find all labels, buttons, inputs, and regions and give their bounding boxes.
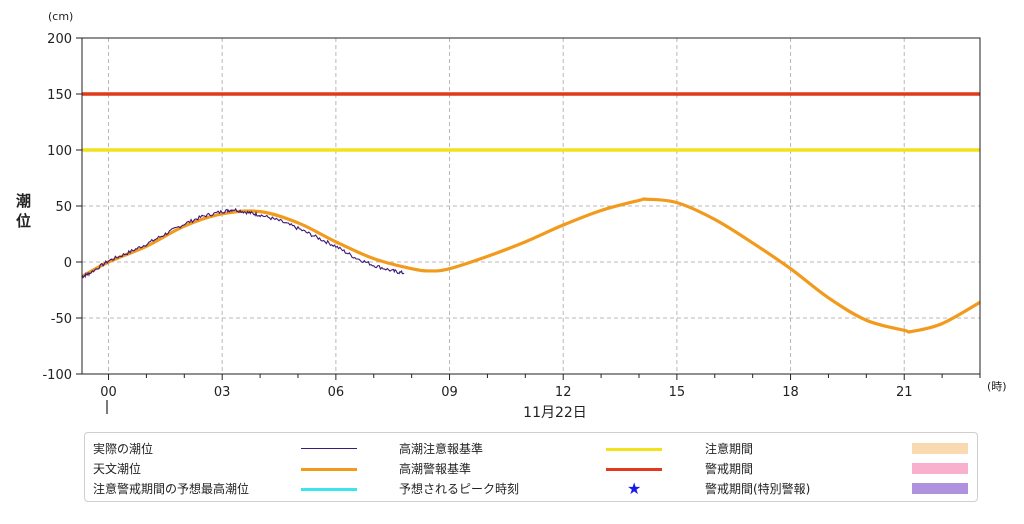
series-observed-tide (81, 207, 405, 279)
y-tick-label: 200 (47, 32, 72, 47)
legend-label: 注意警戒期間の予想最高潮位 (93, 482, 250, 496)
grid-lines (82, 38, 980, 374)
axis-ticks: -100 -50 0 50 100 150 200 00 03 06 09 12 15 18 21 (42, 32, 981, 400)
x-tick-label: 12 (555, 385, 572, 400)
y-tick-label: 0 (64, 256, 72, 271)
legend-label: 高潮警報基準 (399, 462, 472, 476)
y-tick-label: -50 (51, 312, 72, 327)
plot-frame (81, 37, 981, 375)
legend-label: 警戒期間(特別警報) (705, 482, 811, 496)
legend-box-swatch (912, 443, 968, 454)
legend-label: 実際の潮位 (93, 442, 154, 456)
legend-line-swatch (301, 448, 357, 449)
legend-label: 高潮注意報基準 (399, 442, 484, 456)
legend-line-swatch (606, 448, 662, 451)
legend-line-swatch (606, 468, 662, 471)
y-axis-label-2: 位 (16, 212, 31, 230)
y-axis-label-1: 潮 (16, 192, 31, 210)
y-tick-label: 50 (55, 200, 72, 215)
x-tick-label: 15 (669, 385, 686, 400)
y-unit-label: (cm) (48, 10, 73, 23)
y-tick-label: 150 (47, 88, 72, 103)
legend-box-swatch (912, 483, 968, 494)
star-icon: ★ (627, 479, 642, 498)
x-tick-label: 00 (100, 385, 117, 400)
legend-line-swatch (301, 468, 357, 471)
series-group (81, 92, 981, 334)
date-label: 11月22日 (523, 405, 587, 421)
legend: 実際の潮位 高潮注意報基準 注意期間天文潮位 高潮警報基準 警戒期間注意警戒期間の予想最… (84, 432, 978, 502)
legend-label: 予想されるピーク時刻 (399, 482, 520, 496)
x-unit-label: (時) (987, 380, 1007, 393)
x-tick-label: 03 (214, 385, 231, 400)
legend-line-swatch (301, 488, 357, 491)
x-tick-label: 21 (896, 385, 913, 400)
legend-label: 注意期間 (705, 442, 754, 456)
y-tick-label: -100 (42, 368, 72, 383)
tide-chart: (cm) 潮 位 (時) 11月22日 -100 -50 0 50 100 150 200 0… (16, 10, 1007, 421)
legend-box-swatch (912, 463, 968, 474)
x-tick-label: 06 (328, 385, 345, 400)
x-tick-label: 18 (782, 385, 799, 400)
x-tick-label: 09 (441, 385, 458, 400)
legend-label: 天文潮位 (93, 462, 142, 476)
legend-label: 警戒期間 (705, 462, 754, 476)
y-tick-label: 100 (47, 144, 72, 159)
series-astronomical-tide (81, 197, 981, 334)
